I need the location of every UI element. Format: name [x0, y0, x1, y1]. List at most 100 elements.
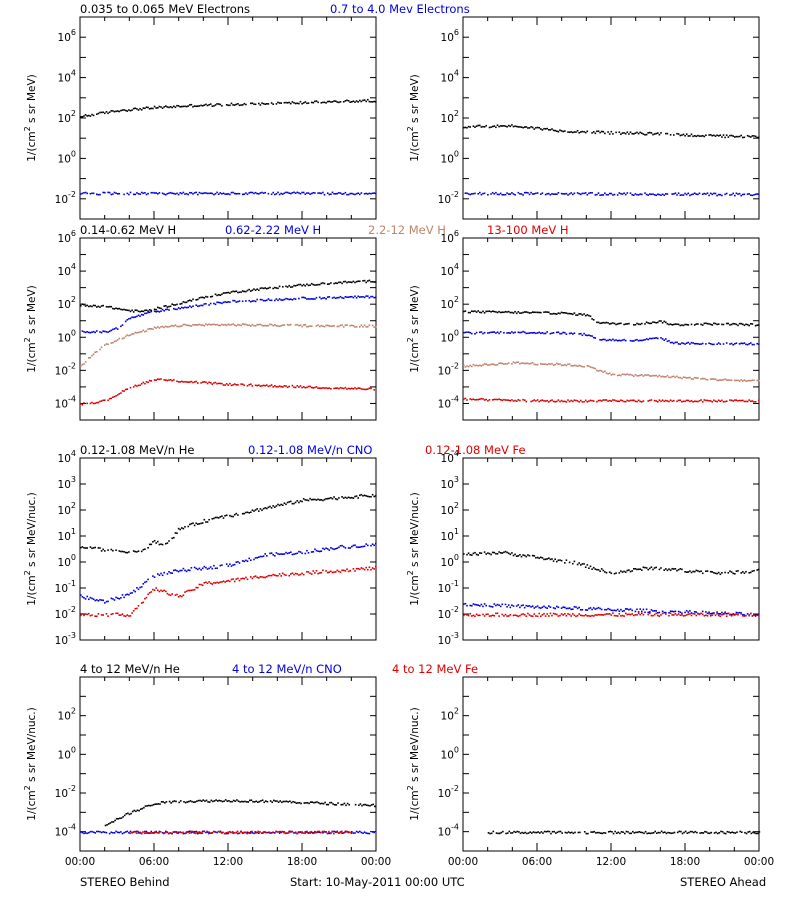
data-point: [591, 318, 593, 320]
data-point: [139, 586, 141, 589]
data-point: [153, 576, 156, 578]
data-point: [139, 331, 141, 333]
data-point: [730, 399, 733, 402]
data-point: [372, 803, 374, 806]
data-point: [253, 558, 255, 561]
data-point: [170, 802, 172, 804]
data-point: [314, 100, 316, 103]
data-point: [522, 362, 524, 364]
data-point: [591, 614, 593, 617]
data-point: [514, 362, 516, 364]
data-point: [703, 322, 706, 325]
data-point: [118, 598, 121, 600]
data-point: [570, 313, 572, 315]
data-point: [285, 503, 287, 506]
data-point: [725, 134, 728, 136]
data-point: [729, 343, 731, 345]
data-point: [289, 830, 292, 833]
data-point: [559, 312, 561, 315]
data-point: [661, 193, 664, 196]
data-point: [100, 831, 103, 834]
data-point: [551, 332, 553, 334]
data-point: [195, 830, 197, 833]
data-point: [106, 824, 108, 826]
data-point: [327, 803, 330, 806]
legend-4-3: 4 to 12 MeV Fe: [392, 662, 478, 676]
data-point: [600, 614, 603, 616]
data-point: [187, 193, 189, 196]
data-point: [671, 567, 673, 570]
data-point: [214, 567, 217, 570]
data-point: [238, 192, 241, 195]
data-point: [729, 194, 731, 196]
data-point: [480, 397, 483, 400]
data-point: [274, 193, 276, 196]
data-point: [157, 193, 159, 195]
data-point: [709, 400, 712, 402]
data-point: [709, 192, 712, 195]
data-point: [299, 283, 302, 286]
data-point: [713, 134, 715, 137]
data-point: [689, 830, 692, 833]
data-point: [115, 395, 117, 397]
data-point: [540, 831, 543, 833]
data-point: [168, 309, 170, 311]
data-point: [347, 100, 350, 102]
data-point: [216, 831, 218, 834]
data-point: [512, 400, 515, 402]
data-point: [352, 544, 355, 547]
data-point: [266, 555, 268, 557]
data-point: [351, 101, 353, 103]
data-point: [89, 402, 92, 405]
data-point: [692, 570, 694, 573]
data-point: [264, 553, 266, 555]
data-point: [166, 831, 168, 833]
data-point: [519, 363, 521, 365]
data-point: [511, 311, 513, 314]
data-point: [604, 571, 606, 573]
data-point: [258, 510, 260, 512]
data-point: [620, 831, 623, 833]
data-point: [333, 496, 335, 498]
data-point: [145, 596, 148, 599]
data-point: [644, 611, 646, 614]
data-point: [607, 831, 610, 833]
data-point: [697, 134, 699, 137]
axis-frame: [462, 237, 760, 421]
data-point: [259, 831, 261, 833]
data-point: [542, 832, 544, 834]
data-point: [705, 614, 707, 616]
data-point: [681, 612, 683, 614]
data-point: [623, 338, 625, 341]
data-point: [668, 612, 670, 614]
data-point: [496, 331, 499, 333]
data-point: [275, 830, 277, 833]
data-point: [318, 387, 321, 389]
data-point: [213, 193, 215, 196]
data-point: [310, 192, 313, 195]
data-point: [86, 115, 88, 117]
data-point: [80, 614, 82, 617]
data-point: [735, 399, 738, 401]
data-point: [629, 613, 632, 616]
data-point: [636, 374, 638, 377]
data-point: [137, 832, 140, 834]
data-point: [290, 551, 292, 553]
data-point: [155, 831, 157, 834]
data-point: [198, 305, 201, 307]
data-point: [198, 523, 201, 525]
data-point: [543, 332, 545, 335]
data-point: [116, 110, 119, 112]
y-tick-base: 10: [438, 365, 451, 377]
data-point: [613, 322, 616, 325]
data-point: [746, 400, 749, 403]
data-point: [296, 191, 299, 194]
data-point: [320, 192, 323, 195]
data-point: [724, 571, 726, 574]
data-point: [275, 193, 278, 195]
data-point: [315, 569, 318, 572]
data-point: [701, 610, 704, 613]
data-point: [562, 364, 564, 367]
data-point: [326, 100, 329, 103]
data-point: [192, 305, 194, 307]
